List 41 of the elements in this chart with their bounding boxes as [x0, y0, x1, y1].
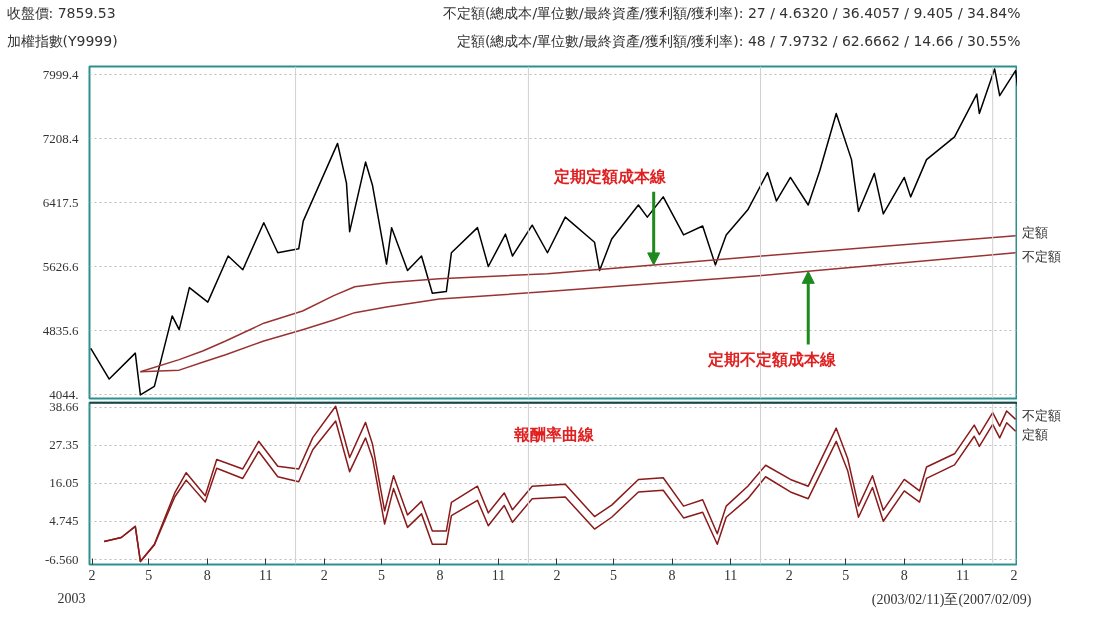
x-tick-label: 11	[723, 567, 738, 583]
y-tick-label: -6.560	[44, 551, 79, 567]
x-tick-label: 5	[377, 567, 385, 583]
y-tick-label: 5626.6	[42, 258, 79, 274]
text: 定額(總成本/單位數/最終資產/獲利額/獲利率): 48 / 7.9732 / 62.6662 / 14.66 / 30.55%	[456, 32, 1021, 49]
text: 2003	[57, 590, 86, 606]
x-tick-label: 5	[145, 567, 153, 583]
annotation: 定期不定額成本線	[707, 350, 838, 370]
chart-subtitle: 加權指數(Y9999)	[6, 32, 118, 49]
x-tick-label: 11	[491, 567, 506, 583]
x-tick-label: 8	[900, 567, 908, 583]
x-tick-label: 2	[88, 567, 96, 583]
series-label: 定額	[1022, 427, 1049, 443]
text: (2003/02/11)至(2007/02/09)	[871, 592, 1032, 608]
x-tick-label: 11	[258, 567, 273, 583]
x-tick-label: 5	[610, 567, 618, 583]
y-tick-label: 7999.4	[42, 66, 79, 82]
x-tick-label: 2	[553, 567, 561, 583]
y-tick-label: 6417.5	[42, 194, 79, 210]
chart-title: 收盤價: 7859.53	[6, 4, 116, 21]
annotation: 報酬率曲線	[512, 425, 595, 445]
series-label: 定額	[1022, 224, 1049, 240]
x-tick-label: 5	[842, 567, 850, 583]
x-tick-label: 8	[436, 567, 444, 583]
x-tick-label: 2	[1010, 567, 1018, 583]
y-tick-label: 38.66	[49, 399, 79, 415]
y-tick-label: 7208.4	[42, 130, 79, 146]
series-label: 不定額	[1022, 408, 1062, 424]
x-tick-label: 2	[320, 567, 328, 583]
x-tick-label: 8	[203, 567, 211, 583]
y-tick-label: 16.05	[49, 475, 79, 491]
x-tick-label: 8	[668, 567, 676, 583]
y-tick-label: 4.745	[49, 513, 79, 529]
x-tick-label: 11	[956, 567, 970, 583]
y-tick-label: 4835.6	[42, 322, 79, 338]
annotation: 定期定額成本線	[552, 166, 667, 186]
y-tick-label: 27.35	[49, 437, 79, 453]
x-tick-label: 2	[785, 567, 793, 583]
y-tick-label: 4044.	[49, 386, 79, 402]
series-label: 不定額	[1022, 248, 1062, 264]
text: 不定額(總成本/單位數/最終資產/獲利額/獲利率): 27 / 4.6320 / 36.4057 / 9.405 / 34.84%	[442, 4, 1021, 21]
